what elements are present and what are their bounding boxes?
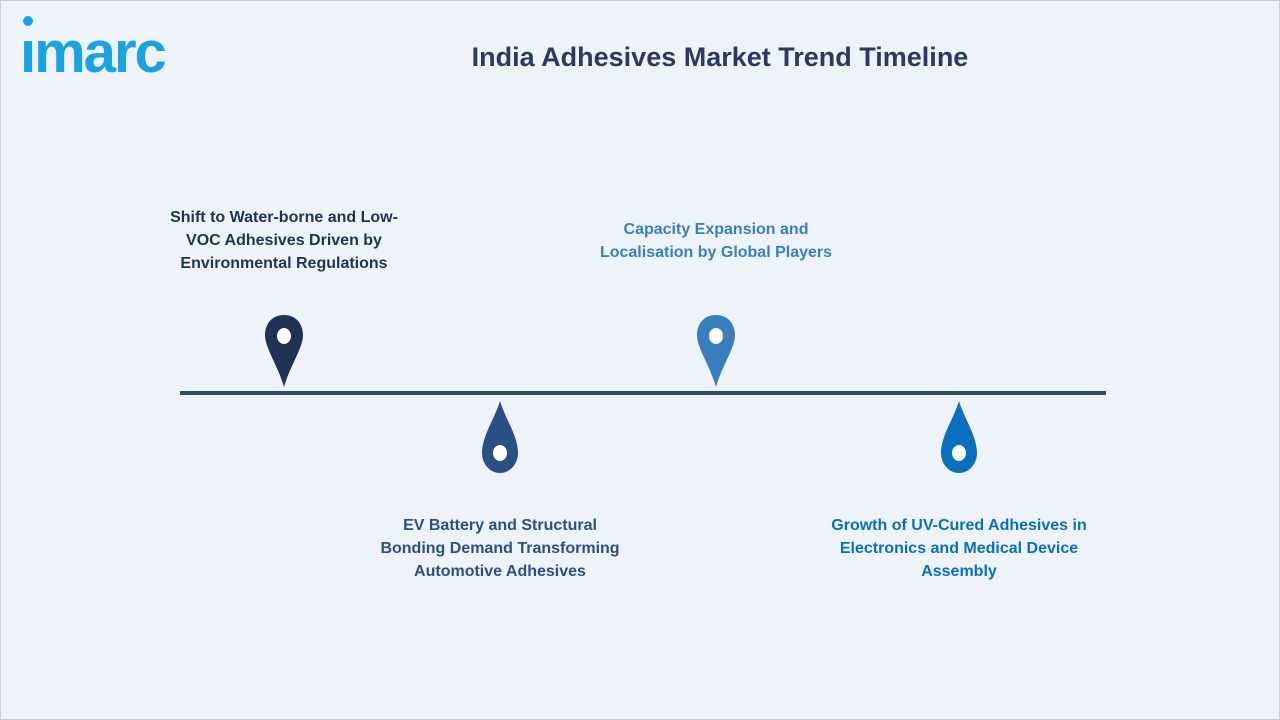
droplet-icon-2	[482, 401, 518, 473]
svg-text:ımarc: ımarc	[20, 20, 166, 84]
timeline-event-1-label: Shift to Water-borne and Low-VOC Adhesiv…	[170, 209, 398, 272]
timeline-event-4-label: Growth of UV-Cured Adhesives in Electron…	[831, 517, 1087, 580]
timeline-event-2-label: EV Battery and Structural Bonding Demand…	[380, 517, 620, 580]
page-title: India Adhesives Market Trend Timeline	[471, 42, 969, 72]
map-pin-icon-3	[697, 315, 735, 387]
map-pin-icon-1	[265, 315, 303, 387]
imarc-logo: ımarc	[20, 16, 168, 84]
droplet-icon-4	[941, 401, 977, 473]
timeline-axis	[180, 391, 1106, 395]
timeline-event-3-label: Capacity Expansion and Localisation by G…	[599, 221, 833, 261]
